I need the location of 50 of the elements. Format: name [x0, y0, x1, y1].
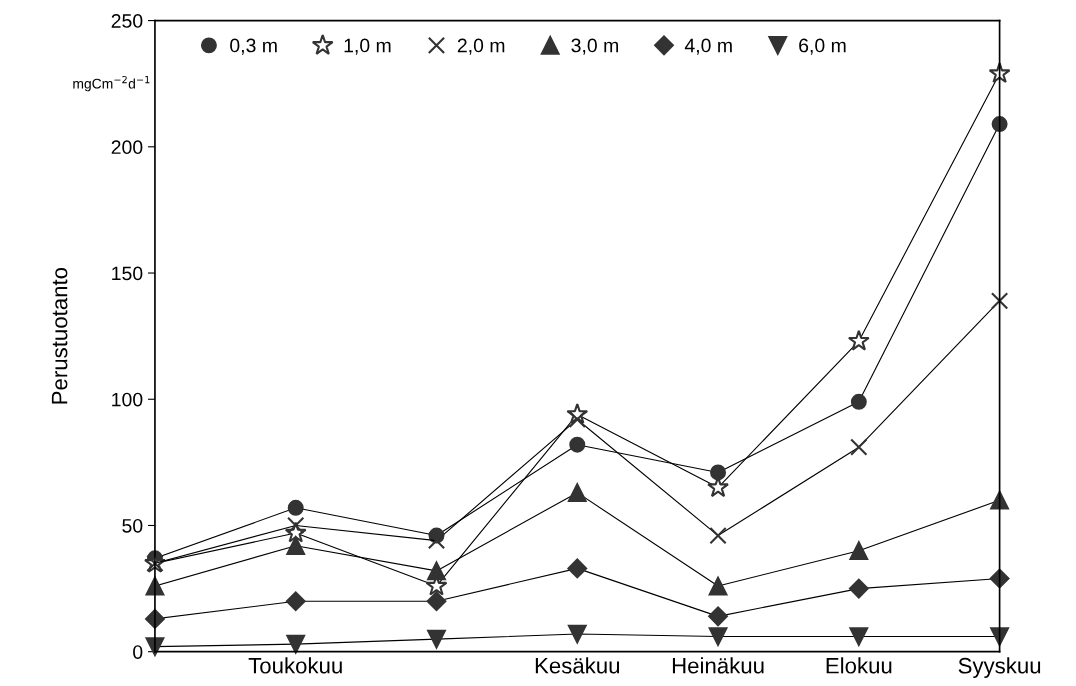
- y-tick-label: 200: [111, 140, 143, 155]
- y-tick-label: 0: [133, 645, 143, 659]
- point: [850, 393, 867, 410]
- point: [567, 558, 588, 579]
- point: [991, 116, 1008, 133]
- point: [709, 526, 727, 545]
- point: [990, 627, 1009, 646]
- x-tick-label: Elokuu: [826, 657, 892, 674]
- legend-label: 2,0 m: [457, 38, 505, 55]
- point: [287, 516, 305, 535]
- legend-label: 6,0 m: [799, 38, 846, 55]
- y-tick-label: 150: [112, 266, 143, 281]
- point: [990, 292, 1009, 310]
- point: [427, 561, 446, 581]
- point: [285, 591, 306, 612]
- y-tick-label: 250: [111, 14, 143, 28]
- x-tick-label: Kesäkuu: [535, 657, 620, 674]
- point: [849, 627, 869, 646]
- x-tick-label: Toukokuu: [248, 657, 342, 674]
- point: [567, 624, 587, 644]
- point: [427, 531, 446, 550]
- point: [708, 627, 728, 646]
- point: [426, 591, 447, 612]
- point: [989, 568, 1010, 589]
- point: [427, 629, 446, 649]
- point: [849, 541, 869, 561]
- text: mgCm$^{−2}$d$^{−1}$: [73, 75, 150, 92]
- y-tick-label: 100: [112, 392, 143, 407]
- point: [990, 490, 1009, 510]
- legend-label: 4,0 m: [684, 38, 732, 55]
- point: [708, 606, 728, 627]
- point: [286, 536, 306, 556]
- point: [569, 436, 586, 453]
- point: [286, 634, 306, 654]
- point: [988, 62, 1011, 84]
- y-tick-label: 50: [122, 518, 143, 533]
- point: [567, 483, 587, 503]
- point: [287, 499, 304, 516]
- legend-label: 1,0 m: [344, 38, 391, 55]
- x-tick-label: Heinäkuu: [672, 657, 764, 674]
- point: [848, 578, 869, 599]
- y-axis-title: Perustuotanto: [51, 267, 68, 404]
- point: [710, 464, 727, 481]
- point: [850, 438, 868, 456]
- point: [568, 410, 586, 429]
- point: [847, 329, 870, 351]
- x-tick-label: Syyskuu: [958, 657, 1041, 678]
- point: [708, 576, 728, 596]
- legend-label: 0,3 m: [230, 38, 277, 55]
- legend-label: 3,0 m: [571, 38, 618, 55]
